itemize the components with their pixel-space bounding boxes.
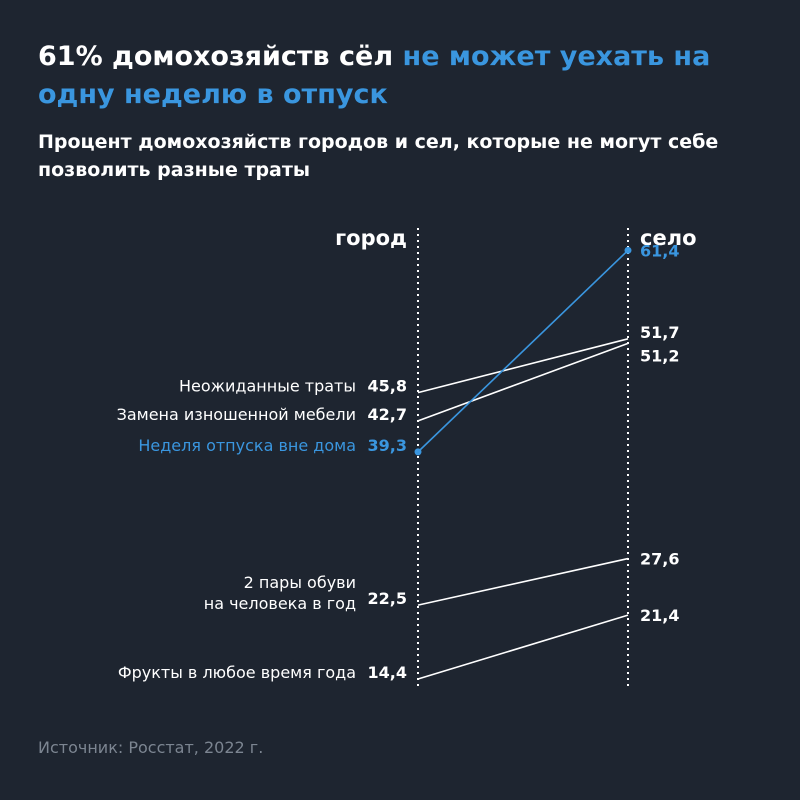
point-left-неделя-отпуска-вне-дома xyxy=(414,448,422,456)
value-left-замена-изношенной-мебели: 42,7 xyxy=(368,405,407,424)
chart-subtitle: Процент домохозяйств городов и сел, кото… xyxy=(38,131,719,181)
title-part-2: не может уехать на одну неделю в отпуск xyxy=(38,41,711,110)
category-label-2-пары-обуви-на-человека-в-год-line-1: 2 пары обуви xyxy=(244,573,356,592)
value-right-неделя-отпуска-вне-дома: 61,4 xyxy=(640,241,679,260)
value-right-2-пары-обуви-на-человека-в-год: 27,6 xyxy=(640,550,679,569)
title-part-1: 61% домохозяйств сёл xyxy=(38,41,403,72)
value-left-неделя-отпуска-вне-дома: 39,3 xyxy=(368,436,407,455)
category-label-2-пары-обуви-на-человека-в-год-line-2: на человека в год xyxy=(204,594,356,613)
slope-line-неделя-отпуска-вне-дома xyxy=(417,249,629,453)
value-right-фрукты-в-любое-время-года: 21,4 xyxy=(640,606,679,625)
source-note: Источник: Росстат, 2022 г. xyxy=(38,738,264,757)
column-header-right: село xyxy=(640,226,697,250)
value-right-неожиданные-траты: 51,7 xyxy=(640,323,679,342)
chart-title: 61% домохозяйств сёл не может уехать на … xyxy=(38,38,768,114)
value-right-замена-изношенной-мебели: 51,2 xyxy=(640,346,679,365)
category-label-неделя-отпуска-вне-дома: Неделя отпуска вне дома xyxy=(138,436,356,455)
slope-line-неожиданные-траты xyxy=(417,338,629,394)
slope-line-замена-изношенной-мебели xyxy=(417,342,629,422)
category-label-замена-изношенной-мебели: Замена изношенной мебели xyxy=(117,405,356,424)
category-label-фрукты-в-любое-время-года: Фрукты в любое время года xyxy=(118,663,356,682)
column-header-left: город xyxy=(335,226,407,250)
value-left-фрукты-в-любое-время-года: 14,4 xyxy=(368,663,407,682)
slope-line-2-пары-обуви-на-человека-в-год xyxy=(417,557,629,606)
value-left-2-пары-обуви-на-человека-в-год: 22,5 xyxy=(368,589,407,608)
slope-line-фрукты-в-любое-время-года xyxy=(417,614,629,680)
point-right-неделя-отпуска-вне-дома xyxy=(624,246,632,254)
category-label-неожиданные-траты: Неожиданные траты xyxy=(179,377,356,396)
value-left-неожиданные-траты: 45,8 xyxy=(368,377,407,396)
